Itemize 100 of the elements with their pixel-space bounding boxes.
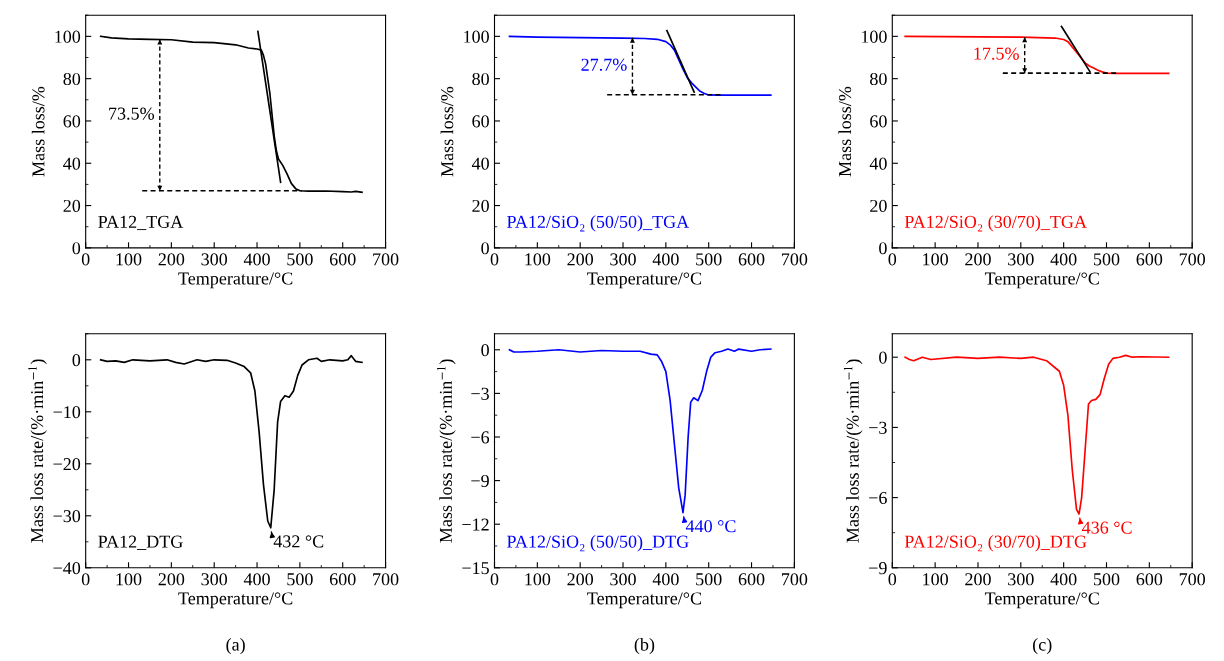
y-tick-label: 20 [870,199,887,213]
y-tick-label: −15 [462,562,489,575]
annotation: 17.5% [974,47,1019,60]
annotation: PA12/SiO₂ (30/70)_TGA [904,215,1087,232]
x-tick-label: 300 [201,253,228,266]
annotation: 440 °C [685,520,736,533]
x-tick-label: 600 [329,253,356,266]
y-axis-title: Mass loss/% [31,86,45,177]
y-tick-label: −10 [53,406,81,419]
x-tick-label: 500 [1094,253,1120,266]
x-axis-title: Temperature/°C [587,272,702,289]
x-axis-title: Temperature/°C [587,592,702,609]
x-tick-label: 100 [525,573,551,586]
y-tick-label: 0 [879,242,887,255]
y-tick-label: 80 [472,72,489,86]
y-tick-label: 0 [72,242,81,255]
x-axis-title: Temperature/°C [178,272,293,289]
y-tick-label: −20 [53,458,81,471]
x-axis-title: Temperature/°C [984,272,1099,289]
y-axis-title: Mass loss rate/(%·min$^{−1}$) [436,359,456,543]
x-tick-label: 0 [888,253,897,266]
x-tick-label: 600 [738,253,765,266]
x-tick-label: 300 [610,573,636,586]
x-tick-label: 0 [81,573,90,586]
x-tick-label: 0 [888,573,897,586]
x-tick-label: 200 [965,573,991,586]
y-tick-label: 80 [63,72,81,86]
line-series [99,35,363,194]
y-tick-label: 40 [869,157,887,170]
x-tick-label: 600 [738,573,765,586]
x-tick-label: 700 [373,253,399,266]
x-tick-label: 600 [329,573,356,586]
y-tick-label: −6 [471,431,490,444]
y-tick-label: −12 [462,518,489,531]
y-axis-title: Mass loss rate/(%·min$^{−1}$) [28,359,47,543]
x-tick-label: 400 [652,253,679,266]
x-tick-label: 400 [243,253,270,266]
y-tick-label: 0 [72,354,81,367]
annotation: 436 °C [1082,521,1132,534]
annotation: PA12_TGA [98,215,184,231]
y-tick-label: −6 [869,491,887,505]
y-tick-label: −30 [53,510,81,523]
line-series [904,35,1170,75]
x-tick-label: 700 [782,253,808,266]
x-tick-label: 500 [696,253,722,266]
x-tick-label: 700 [1179,573,1206,586]
y-tick-label: 100 [861,30,887,43]
annotation: PA12_DTG [98,535,183,550]
x-tick-label: 0 [490,253,499,266]
x-tick-label: 500 [1094,573,1120,586]
x-tick-label: 200 [158,573,185,586]
y-tick-label: 40 [63,157,81,170]
line-series [904,354,1170,515]
x-tick-label: 300 [201,573,228,586]
y-tick-label: 100 [55,30,81,43]
x-tick-label: 100 [923,573,948,586]
x-tick-label: 100 [116,573,142,586]
x-axis-title: Temperature/°C [984,592,1099,609]
x-tick-label: 500 [287,573,313,586]
x-tick-label: 100 [923,253,948,266]
x-tick-label: 300 [1008,573,1034,586]
line-series [508,35,772,96]
x-axis-title: Temperature/°C [178,592,293,609]
y-tick-label: 0 [481,242,489,255]
y-tick-label: −9 [869,562,887,575]
line-series [508,348,772,514]
x-tick-label: 600 [1136,573,1163,586]
y-axis-title: Mass loss/% [838,86,852,177]
x-tick-label: 200 [567,573,594,586]
annotation: PA12/SiO₂ (30/70)_DTG [904,535,1087,552]
y-tick-label: 80 [870,72,887,86]
y-tick-label: 40 [471,157,489,170]
text: (c) [1033,638,1052,655]
x-tick-label: 400 [652,573,679,586]
y-axis-title: Mass loss/% [440,86,454,177]
line-series [99,354,363,529]
y-tick-label: 0 [481,344,489,357]
y-tick-label: 0 [879,351,887,364]
y-axis-title: Mass loss rate/(%·min$^{−1}$) [843,359,863,543]
x-tick-label: 500 [287,253,313,266]
x-tick-label: 700 [1179,253,1206,266]
x-tick-label: 500 [696,573,722,586]
annotation: PA12/SiO₂ (50/50)_DTG [507,535,689,552]
x-tick-label: 200 [158,253,185,266]
y-tick-label: 60 [472,115,489,128]
x-tick-label: 700 [373,573,399,586]
y-tick-label: −3 [869,421,887,434]
x-tick-label: 700 [782,573,808,586]
x-tick-label: 200 [567,253,594,266]
x-tick-label: 200 [965,253,991,266]
y-tick-label: 100 [464,30,489,43]
y-tick-label: 60 [870,115,887,128]
x-tick-label: 300 [1008,253,1034,266]
x-tick-label: 400 [1050,253,1077,266]
y-tick-label: 20 [63,199,81,213]
x-tick-label: 400 [243,573,270,586]
x-tick-label: 100 [116,253,142,266]
annotation: 73.5% [109,107,155,120]
y-tick-label: −9 [471,474,489,488]
y-tick-label: 60 [63,115,81,128]
